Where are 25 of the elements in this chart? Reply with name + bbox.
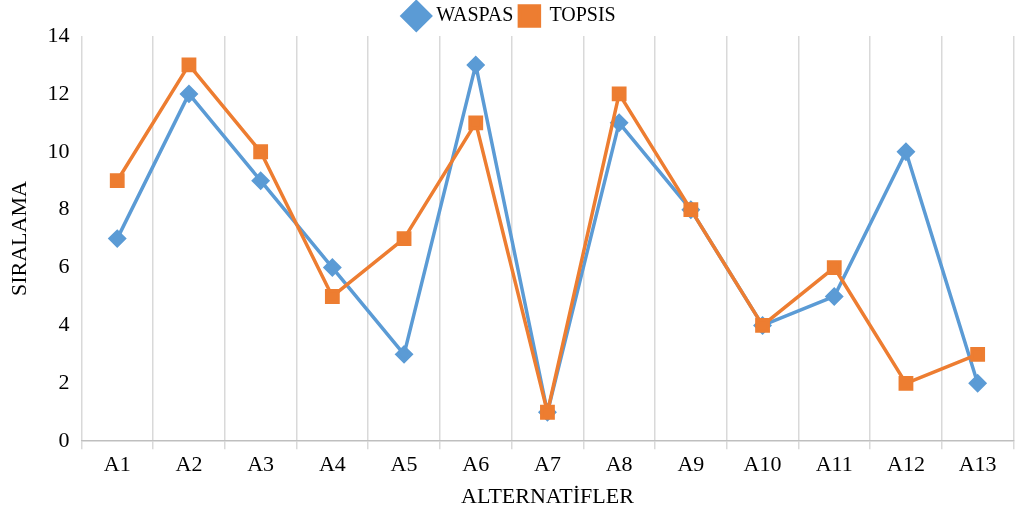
x-tick-label: A9 — [677, 451, 705, 477]
legend-label: WASPAS — [436, 3, 514, 26]
y-tick-label: 0 — [58, 426, 70, 452]
x-tick-label: A2 — [175, 451, 203, 477]
y-tick-label: 6 — [58, 253, 70, 279]
x-tick-label: A1 — [103, 451, 131, 477]
x-tick-label: A7 — [534, 451, 561, 477]
y-tick-label: 4 — [58, 311, 70, 337]
x-tick-label: A12 — [887, 451, 925, 477]
x-tick-label: A5 — [390, 451, 418, 477]
y-tick-label: 14 — [47, 21, 70, 47]
y-tick-label: 8 — [58, 195, 70, 221]
x-tick-label: A4 — [318, 451, 346, 477]
legend-label: TOPSIS — [549, 3, 616, 26]
x-tick-label: A10 — [743, 451, 782, 477]
x-axis-title: ALTERNATİFLER — [461, 482, 635, 508]
y-tick-label: 2 — [58, 369, 70, 395]
y-tick-label: 12 — [47, 79, 70, 105]
x-tick-label: A3 — [247, 451, 275, 477]
x-tick-label: A13 — [958, 451, 997, 477]
y-tick-label: 10 — [47, 137, 70, 163]
x-tick-label: A8 — [605, 451, 633, 477]
x-tick-label: A11 — [815, 451, 853, 477]
x-tick-label: A6 — [462, 451, 490, 477]
y-axis-title: SIRALAMA — [5, 181, 31, 297]
